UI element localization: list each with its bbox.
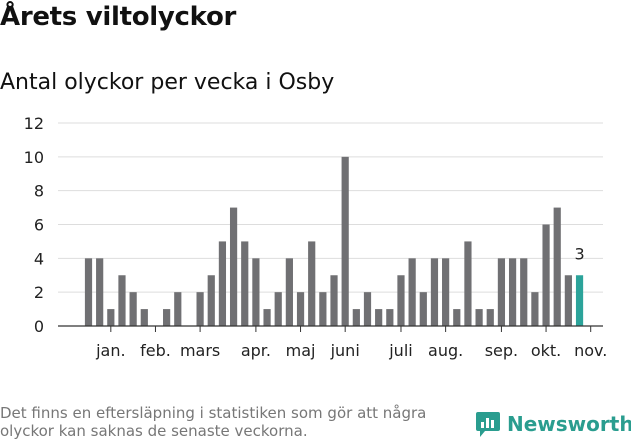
x-tick-label: sep.: [485, 341, 518, 360]
newsworthy-icon: [476, 412, 500, 437]
bar: [508, 258, 517, 326]
bar: [464, 241, 472, 326]
bar: [419, 292, 427, 326]
bar: [386, 309, 394, 326]
bar: [531, 292, 539, 326]
bar: [330, 275, 338, 326]
bar: [263, 309, 271, 326]
bar: [174, 292, 182, 326]
y-tick-label: 8: [34, 182, 44, 201]
y-tick-label: 2: [34, 283, 44, 302]
bar: [229, 207, 238, 326]
y-tick-label: 4: [34, 249, 44, 268]
bar-current-week: [575, 275, 584, 326]
bar: [96, 258, 104, 326]
bar: [497, 258, 506, 326]
x-tick-label: okt.: [531, 341, 561, 360]
x-tick-label: mars: [180, 341, 220, 360]
x-tick-label: maj: [286, 341, 316, 360]
bar: [140, 309, 148, 326]
x-tick-label: jan.: [95, 341, 125, 360]
bar: [553, 207, 561, 326]
bar: [196, 292, 204, 326]
x-tick-label: juli: [388, 341, 412, 360]
bar-chart: 0 2 4 6 8 10 12 3 jan. feb. mars apr. maj juni juli aug…: [24, 114, 608, 360]
bar: [107, 309, 115, 326]
y-tick-label: 12: [24, 114, 44, 133]
bar: [564, 275, 572, 326]
bar: [163, 309, 171, 326]
bar: [274, 292, 282, 326]
bar: [363, 292, 372, 326]
x-tick-label: aug.: [428, 341, 463, 360]
bar: [453, 309, 461, 326]
bar: [341, 156, 349, 326]
bar: [296, 292, 305, 326]
bar: [241, 241, 249, 326]
data-label-last: 3: [574, 244, 584, 263]
bar: [442, 258, 450, 326]
x-tick-label: nov.: [574, 341, 607, 360]
chart-subtitle: Antal olyckor per vecka i Osby: [0, 70, 335, 95]
y-tick-label: 0: [34, 317, 44, 336]
bar: [252, 258, 260, 326]
data-lag-note: Det finns en eftersläpning i statistiken…: [0, 404, 427, 440]
bar: [520, 258, 528, 326]
brand-name: Newsworthy: [507, 412, 631, 436]
bar: [352, 309, 360, 326]
bar: [319, 292, 327, 326]
x-tick-label: apr.: [241, 341, 271, 360]
x-tick-label: juni: [330, 341, 360, 360]
bar: [408, 258, 416, 326]
bar: [475, 309, 483, 326]
bar: [375, 309, 383, 326]
bar: [308, 241, 316, 326]
bar: [207, 275, 215, 326]
bar: [430, 258, 439, 326]
chart-title: Årets viltolyckor: [0, 2, 237, 32]
bar: [542, 224, 550, 326]
bar: [486, 309, 494, 326]
bar: [397, 275, 405, 326]
bar: [129, 292, 137, 326]
bar: [118, 275, 126, 326]
bar: [218, 241, 227, 326]
y-tick-label: 10: [24, 148, 44, 167]
x-tick-label: feb.: [140, 341, 171, 360]
y-tick-label: 6: [34, 216, 44, 235]
bar: [84, 258, 93, 326]
newsworthy-logo: Newsworthy: [475, 409, 631, 439]
bar: [285, 258, 293, 326]
